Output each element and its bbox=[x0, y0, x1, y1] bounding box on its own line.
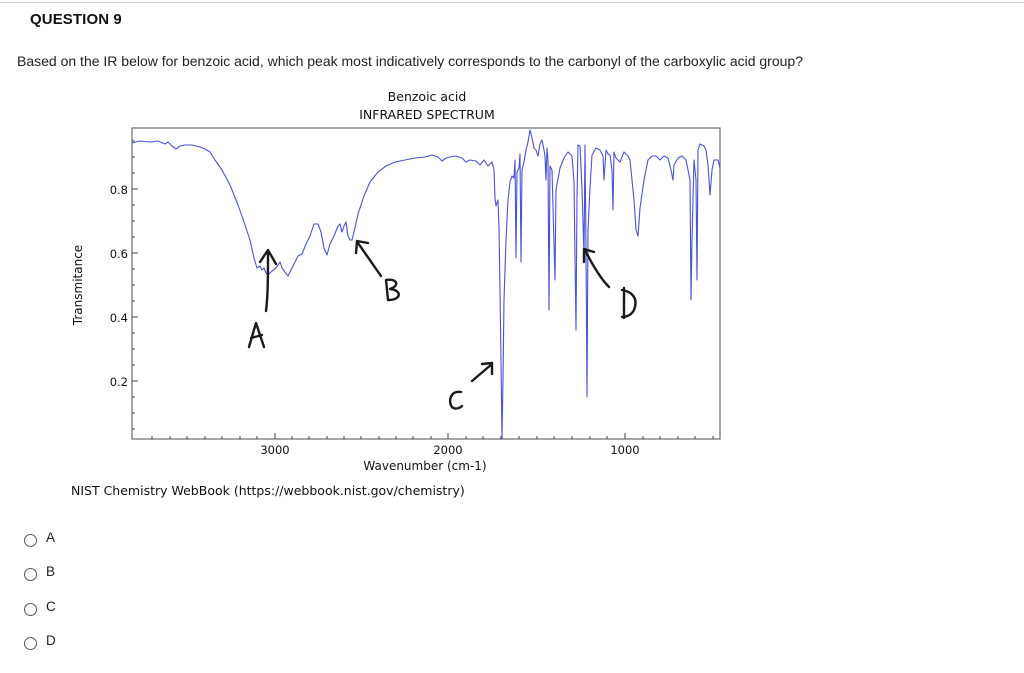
option-label: B bbox=[46, 564, 56, 580]
spectrum-line bbox=[131, 129, 721, 440]
arrow-b-icon bbox=[354, 239, 383, 278]
radio-button-d[interactable] bbox=[24, 637, 37, 651]
option-d[interactable]: D bbox=[24, 627, 56, 662]
option-a[interactable]: A bbox=[24, 523, 56, 558]
option-label: D bbox=[46, 633, 56, 649]
y-axis-label: Transmitance bbox=[71, 244, 85, 326]
arrow-d-icon bbox=[582, 247, 611, 289]
figure-source-credit: NIST Chemistry WebBook (https://webbook.… bbox=[71, 483, 465, 498]
arrow-c-icon bbox=[470, 361, 494, 383]
label-a-glyph bbox=[247, 321, 266, 349]
radio-button-a[interactable] bbox=[24, 533, 37, 547]
plot-frame bbox=[131, 127, 721, 440]
chart-subtitle: INFRARED SPECTRUM bbox=[359, 107, 495, 122]
x-axis-label: Wavenumber (cm-1) bbox=[363, 459, 487, 473]
answer-options: A B C D bbox=[24, 523, 56, 661]
radio-button-c[interactable] bbox=[24, 602, 37, 616]
option-label: C bbox=[46, 598, 56, 614]
option-c[interactable]: C bbox=[24, 592, 56, 627]
y-tick-label: 0.8 bbox=[109, 183, 128, 197]
y-tick-label: 0.4 bbox=[109, 311, 128, 325]
x-tick-label: 1000 bbox=[610, 443, 640, 457]
label-b-glyph bbox=[384, 278, 400, 302]
top-divider bbox=[0, 2, 1024, 3]
y-axis-ticks bbox=[132, 140, 138, 430]
y-tick-label: 0.6 bbox=[109, 247, 128, 261]
chart-title: Benzoic acid bbox=[387, 89, 467, 104]
x-axis-ticks bbox=[151, 433, 714, 439]
arrow-a-icon bbox=[258, 248, 278, 313]
label-c-glyph bbox=[448, 390, 464, 410]
handwritten-annotations bbox=[247, 239, 637, 410]
radio-button-b[interactable] bbox=[24, 568, 37, 582]
x-tick-label: 3000 bbox=[260, 443, 290, 457]
option-label: A bbox=[46, 529, 56, 545]
question-number: QUESTION 9 bbox=[30, 11, 122, 28]
option-b[interactable]: B bbox=[24, 558, 56, 593]
label-d-glyph bbox=[620, 286, 637, 320]
y-tick-label: 0.2 bbox=[109, 375, 128, 389]
question-text: Based on the IR below for benzoic acid, … bbox=[17, 53, 803, 69]
x-tick-label: 2000 bbox=[433, 443, 463, 457]
